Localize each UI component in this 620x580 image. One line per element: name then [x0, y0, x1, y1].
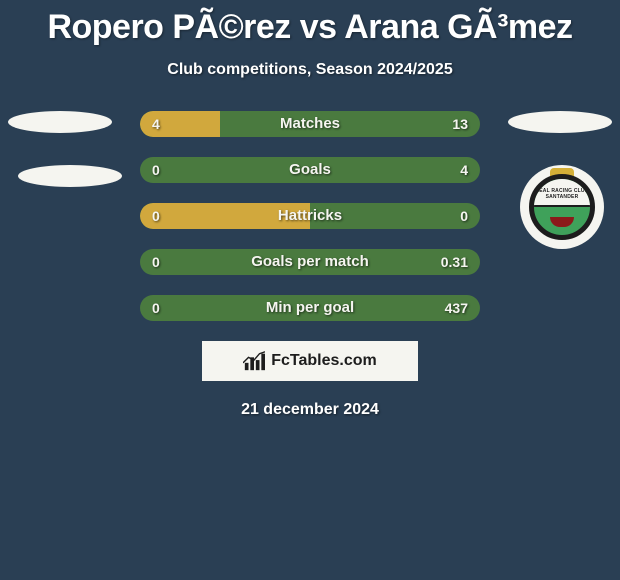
page-title: Ropero PÃ©rez vs Arana GÃ³mez: [0, 0, 620, 47]
stat-value-left: 4: [152, 111, 160, 137]
date-label: 21 december 2024: [0, 401, 620, 419]
brand-label: FcTables.com: [271, 352, 377, 370]
stat-row: Hattricks0 0: [140, 203, 480, 229]
brand-box: FcTables.com: [202, 341, 418, 381]
stat-row: Min per goal0 437: [140, 295, 480, 321]
stat-value-right: 13: [452, 111, 468, 137]
stat-value-left: 0: [152, 203, 160, 229]
stat-label: Goals: [140, 157, 480, 183]
stat-value-right: 437: [445, 295, 468, 321]
player-left-badge-2: [18, 165, 122, 187]
stat-value-left: 0: [152, 249, 160, 275]
stat-value-right: 4: [460, 157, 468, 183]
club-crest: REAL RACING CLUB SANTANDER: [529, 174, 595, 240]
comparison-chart: REAL RACING CLUB SANTANDER Matches413Goa…: [0, 111, 620, 419]
stat-label: Goals per match: [140, 249, 480, 275]
stat-value-left: 0: [152, 295, 160, 321]
stat-bars: Matches413Goals04Hattricks00Goals per ma…: [140, 111, 480, 321]
stat-value-right: 0: [460, 203, 468, 229]
stat-value-right: 0.31: [441, 249, 468, 275]
boat-icon: [550, 217, 574, 227]
stat-label: Hattricks: [140, 203, 480, 229]
stat-label: Matches: [140, 111, 480, 137]
stat-value-left: 0: [152, 157, 160, 183]
subtitle: Club competitions, Season 2024/2025: [0, 61, 620, 79]
crest-text: REAL RACING CLUB SANTANDER: [534, 188, 590, 200]
player-left-badge-1: [8, 111, 112, 133]
bar-chart-icon: [243, 350, 265, 372]
stat-label: Min per goal: [140, 295, 480, 321]
stat-row: Matches4 13: [140, 111, 480, 137]
stat-row: Goals per match0 0.31: [140, 249, 480, 275]
player-right-badge-1: [508, 111, 612, 133]
stat-row: Goals0 4: [140, 157, 480, 183]
player-right-club-crest: REAL RACING CLUB SANTANDER: [520, 165, 604, 249]
